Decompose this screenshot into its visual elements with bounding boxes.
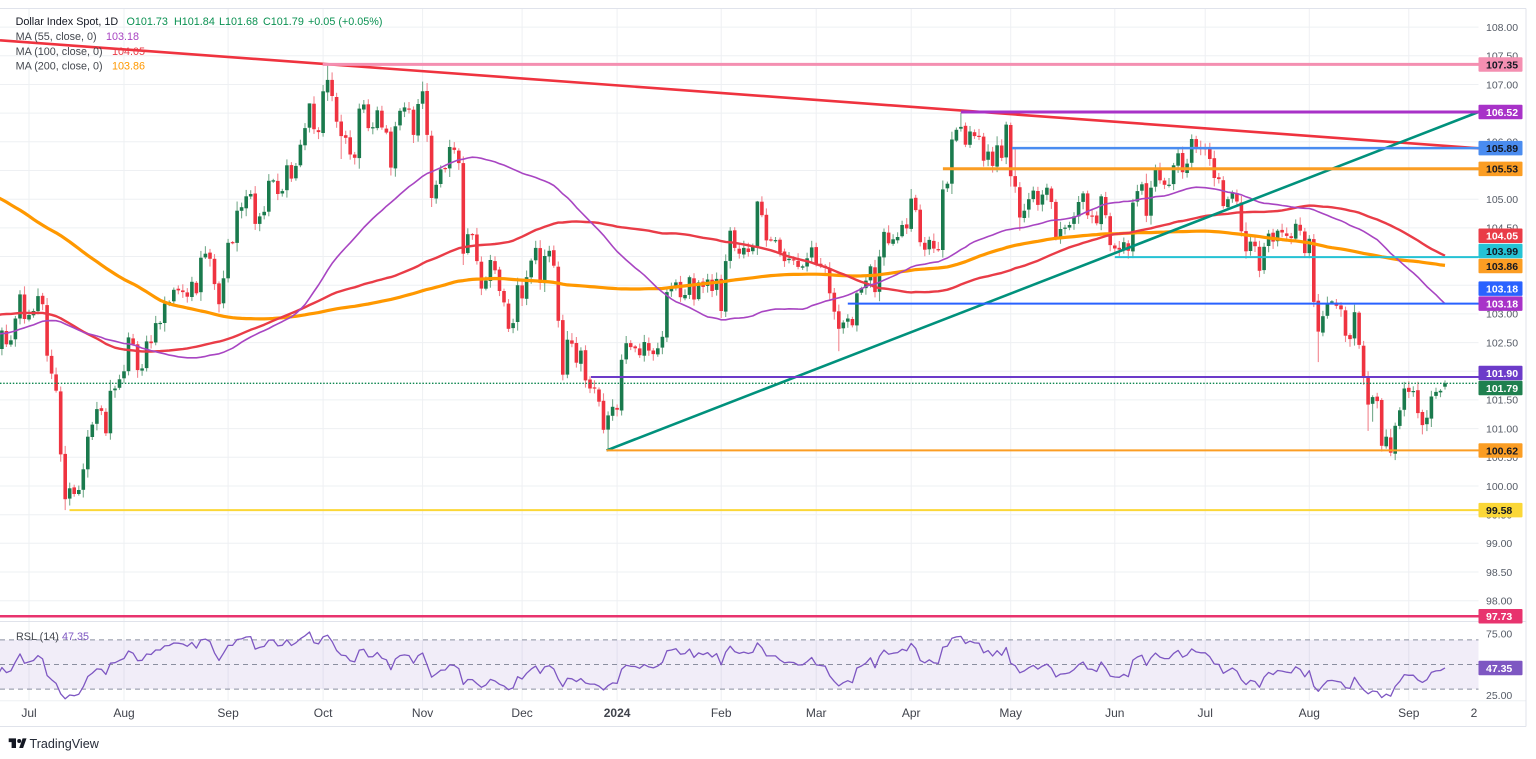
svg-text:Dec: Dec <box>511 706 532 720</box>
svg-text:RSL (14): RSL (14) <box>16 631 59 643</box>
svg-text:Sep: Sep <box>1398 706 1420 720</box>
svg-text:103.00: 103.00 <box>1486 309 1518 321</box>
svg-text:Oct: Oct <box>314 706 333 720</box>
svg-text:105.53: 105.53 <box>1486 164 1518 176</box>
svg-text:C101.79: C101.79 <box>263 16 304 28</box>
svg-text:98.50: 98.50 <box>1486 567 1512 579</box>
svg-text:107.35: 107.35 <box>1486 59 1518 71</box>
svg-text:MA (55, close, 0): MA (55, close, 0) <box>16 31 97 43</box>
svg-text:101.00: 101.00 <box>1486 423 1518 435</box>
svg-text:107.00: 107.00 <box>1486 79 1518 91</box>
svg-text:Aug: Aug <box>1299 706 1320 720</box>
svg-text:103.86: 103.86 <box>1486 261 1518 273</box>
svg-text:75.00: 75.00 <box>1486 629 1512 641</box>
svg-text:103.99: 103.99 <box>1486 246 1518 258</box>
svg-text:2024: 2024 <box>604 706 631 720</box>
svg-text:105.00: 105.00 <box>1486 194 1518 206</box>
svg-text:103.86: 103.86 <box>112 61 145 73</box>
svg-text:2: 2 <box>1471 706 1478 720</box>
svg-text:103.18: 103.18 <box>1486 284 1518 296</box>
svg-text:47.35: 47.35 <box>1486 663 1512 675</box>
svg-text:104.05: 104.05 <box>112 46 145 58</box>
svg-text:106.52: 106.52 <box>1486 107 1518 119</box>
svg-text:104.05: 104.05 <box>1486 231 1518 243</box>
svg-text:97.73: 97.73 <box>1486 611 1512 623</box>
svg-text:H101.84: H101.84 <box>174 16 215 28</box>
svg-text:MA (200, close, 0): MA (200, close, 0) <box>16 61 103 73</box>
svg-text:Feb: Feb <box>711 706 732 720</box>
svg-text:TradingView: TradingView <box>30 737 100 751</box>
svg-text:108.00: 108.00 <box>1486 22 1518 34</box>
svg-text:Dollar Index Spot, 1D: Dollar Index Spot, 1D <box>16 16 119 28</box>
svg-text:99.00: 99.00 <box>1486 538 1512 550</box>
svg-text:Mar: Mar <box>806 706 827 720</box>
svg-text:Aug: Aug <box>113 706 134 720</box>
svg-text:103.18: 103.18 <box>106 31 139 43</box>
svg-text:101.90: 101.90 <box>1486 368 1518 380</box>
svg-text:102.50: 102.50 <box>1486 337 1518 349</box>
svg-text:47.35: 47.35 <box>62 631 89 643</box>
svg-text:Jul: Jul <box>21 706 36 720</box>
svg-text:105.89: 105.89 <box>1486 143 1518 155</box>
svg-text:100.00: 100.00 <box>1486 481 1518 493</box>
svg-text:Nov: Nov <box>412 706 433 720</box>
svg-text:L101.68: L101.68 <box>219 16 258 28</box>
svg-text:+0.05 (+0.05%): +0.05 (+0.05%) <box>308 16 382 28</box>
svg-text:May: May <box>999 706 1022 720</box>
svg-text:101.79: 101.79 <box>1486 383 1518 395</box>
svg-text:Jul: Jul <box>1198 706 1213 720</box>
svg-text:103.18: 103.18 <box>1486 299 1518 311</box>
svg-text:Sep: Sep <box>217 706 239 720</box>
svg-text:99.58: 99.58 <box>1486 505 1512 517</box>
svg-text:100.62: 100.62 <box>1486 445 1518 457</box>
svg-text:MA (100, close, 0): MA (100, close, 0) <box>16 46 103 58</box>
svg-text:98.00: 98.00 <box>1486 596 1512 608</box>
svg-text:O101.73: O101.73 <box>127 16 168 28</box>
svg-text:Jun: Jun <box>1105 706 1124 720</box>
svg-text:25.00: 25.00 <box>1486 690 1512 702</box>
svg-text:101.50: 101.50 <box>1486 395 1518 407</box>
svg-text:Apr: Apr <box>902 706 921 720</box>
